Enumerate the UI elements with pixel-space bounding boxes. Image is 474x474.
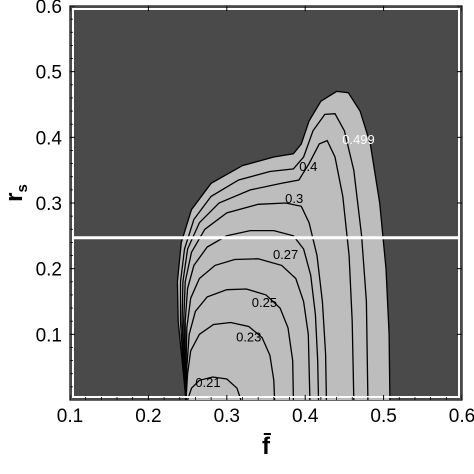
y-tick-label: 0.3 (36, 194, 62, 215)
contour-line (185, 258, 311, 401)
contour-line (185, 288, 295, 401)
contour-lines (176, 90, 391, 401)
y-tick-label: 0.4 (36, 128, 63, 149)
x-tick-label: 0.6 (449, 406, 474, 427)
contour-line (176, 90, 391, 401)
axis-titles: f̄ rs (1, 184, 271, 460)
y-axis-label-sub: s (14, 184, 31, 192)
ticks: 0.1 0.2 0.3 0.4 0.5 0.6 0.1 0.2 0.3 0.4 0.5 0.6 (36, 0, 474, 427)
contour-label: 0.499 (342, 132, 375, 147)
contour-label: 0.3 (285, 191, 303, 206)
y-tick-label: 0.5 (36, 63, 62, 84)
y-tick-label: 0.6 (36, 0, 62, 18)
contour-line (179, 113, 369, 401)
contour-label: 0.27 (273, 247, 298, 262)
contour-label: 0.25 (252, 295, 277, 310)
contour-line (184, 229, 320, 401)
contour-label: 0.21 (195, 375, 220, 390)
contour-line (181, 139, 355, 401)
x-axis-label: f̄ (262, 433, 271, 460)
contour-labels: 0.499 0.4 0.3 0.27 0.25 0.23 0.21 (195, 132, 374, 390)
x-tick-label: 0.1 (57, 406, 83, 427)
plot-area: 0.499 0.4 0.3 0.27 0.25 0.23 0.21 (70, 6, 462, 401)
y-tick-label: 0.2 (36, 260, 62, 281)
x-tick-label: 0.2 (135, 406, 161, 427)
contour-label: 0.23 (236, 330, 261, 345)
x-tick-label: 0.5 (370, 406, 396, 427)
contour-label: 0.4 (299, 159, 317, 174)
contour-line (185, 321, 276, 401)
y-tick-label: 0.1 (36, 325, 62, 346)
contour-line (186, 376, 242, 401)
x-tick-label: 0.3 (214, 406, 240, 427)
contour-line (183, 202, 328, 401)
y-axis-label: rs (1, 184, 31, 202)
y-axis-label-main: r (1, 193, 28, 202)
x-tick-label: 0.4 (292, 406, 319, 427)
